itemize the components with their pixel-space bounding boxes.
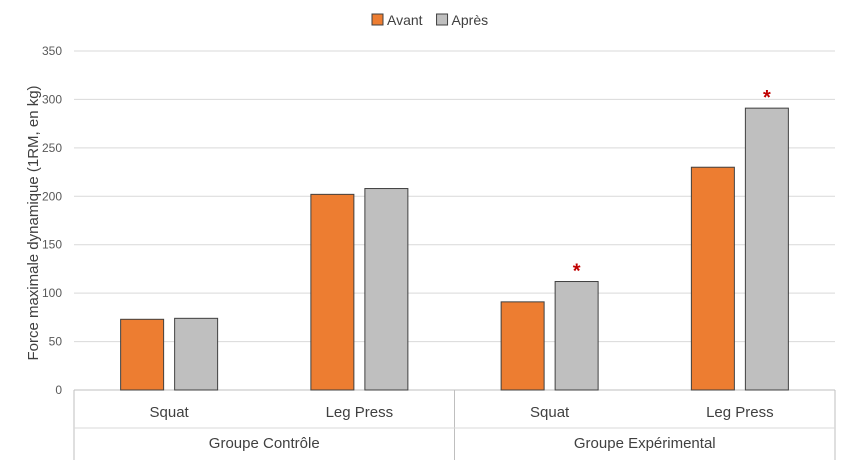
- bar-avant: [120, 318, 165, 391]
- bars: [120, 107, 789, 391]
- x-group-label: Groupe Expérimental: [574, 435, 716, 452]
- legend-item: Après: [436, 12, 489, 28]
- bar-avant: [690, 166, 735, 391]
- legend-item: Avant: [371, 12, 423, 28]
- y-tick-label: 0: [55, 383, 62, 397]
- bar-avant: [310, 193, 355, 391]
- bar-apr-s: [174, 317, 219, 391]
- annotations: **: [573, 87, 771, 282]
- x-category-label: Squat: [150, 404, 190, 421]
- legend: Avant Après: [371, 12, 489, 28]
- y-tick-label: 300: [42, 92, 62, 106]
- x-category-label: Leg Press: [326, 404, 394, 421]
- y-tick-label: 200: [42, 189, 62, 203]
- x-group-label: Groupe Contrôle: [209, 435, 320, 452]
- x-category-label: Squat: [530, 404, 570, 421]
- bar-apr-s: [554, 281, 599, 391]
- legend-label: Avant: [387, 12, 423, 28]
- bar-apr-s: [744, 107, 789, 391]
- significance-asterisk: *: [573, 261, 581, 283]
- bar-apr-s: [364, 188, 409, 391]
- y-axis-title: Force maximale dynamique (1RM, en kg): [25, 85, 42, 360]
- x-axis: Squat Leg Press Squat Leg Press Groupe Contr…: [73, 390, 836, 460]
- significance-asterisk: *: [763, 87, 771, 109]
- legend-swatch: [371, 13, 384, 26]
- bar-avant: [500, 301, 545, 391]
- legend-swatch: [436, 13, 449, 26]
- y-tick-labels: 0 50 100 150 200 250 300 350: [42, 44, 62, 397]
- y-tick-label: 100: [42, 286, 62, 300]
- legend-label: Après: [452, 12, 489, 28]
- y-tick-label: 350: [42, 44, 62, 58]
- y-tick-label: 50: [49, 335, 63, 349]
- y-tick-label: 250: [42, 141, 62, 155]
- x-category-label: Leg Press: [706, 404, 774, 421]
- y-tick-label: 150: [42, 238, 62, 252]
